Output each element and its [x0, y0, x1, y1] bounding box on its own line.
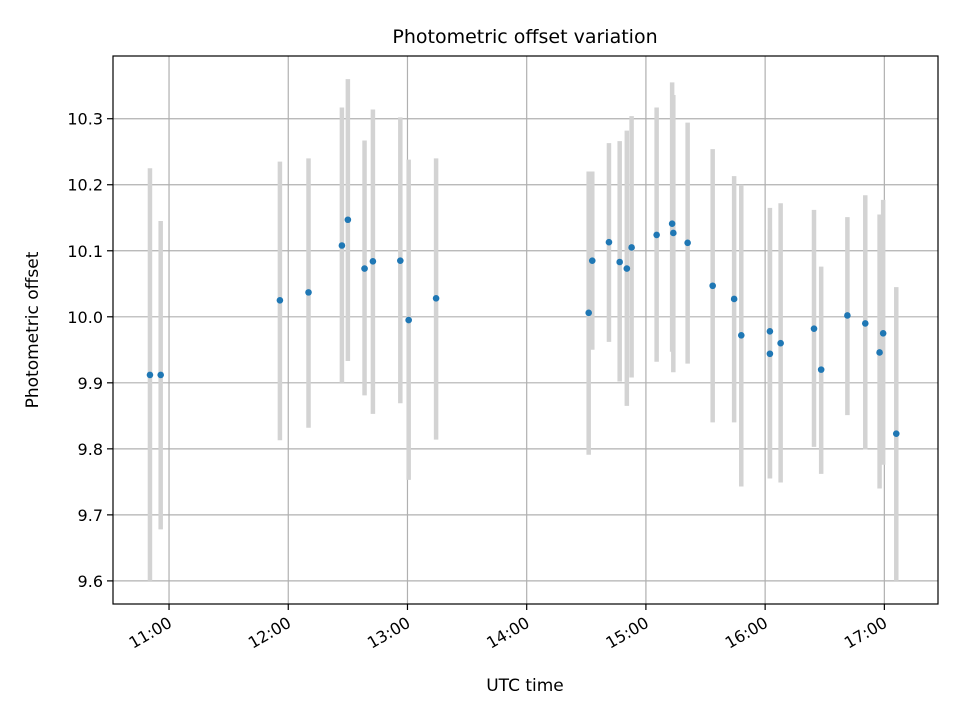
y-tick-label: 10.3 [67, 110, 103, 129]
data-point [157, 371, 164, 379]
data-point [766, 350, 774, 358]
y-axis-title: Photometric offset [23, 251, 43, 408]
y-tick-label: 9.7 [78, 506, 103, 525]
x-axis-title: UTC time [486, 676, 564, 696]
data-point [737, 331, 745, 339]
data-point [684, 239, 691, 247]
data-point [861, 320, 869, 327]
y-tick-label: 10.2 [67, 176, 103, 195]
data-point [844, 312, 851, 319]
data-point [668, 220, 676, 228]
data-point [344, 216, 352, 224]
data-point [628, 244, 635, 251]
chart-title: Photometric offset variation [392, 26, 657, 48]
y-tick-label: 9.6 [78, 572, 103, 591]
data-point [397, 257, 404, 264]
data-point [709, 282, 716, 290]
y-tick-label: 10.1 [67, 242, 103, 261]
data-point [623, 265, 631, 272]
data-point [585, 309, 592, 317]
data-point [876, 349, 883, 356]
y-tick-label: 9.9 [78, 374, 103, 393]
data-point [670, 229, 677, 237]
data-point [405, 316, 412, 324]
data-point [879, 330, 887, 337]
data-point [361, 265, 368, 272]
data-point [338, 242, 346, 249]
y-tick-label: 9.8 [78, 440, 103, 459]
data-point [588, 257, 596, 264]
data-point [810, 325, 818, 332]
data-point [305, 289, 312, 296]
y-tick-label: 10.0 [67, 308, 103, 327]
data-point [777, 339, 784, 347]
data-point [146, 371, 154, 379]
data-point [730, 295, 738, 303]
data-point [892, 430, 900, 437]
data-point [432, 295, 440, 302]
data-point [653, 231, 660, 239]
data-point [369, 258, 377, 265]
data-point [276, 296, 284, 304]
data-points [146, 216, 900, 437]
plot-area-frame [112, 55, 939, 605]
data-point [616, 258, 623, 266]
y-axis: 9.6 9.7 9.8 9.9 10.0 10.1 10.2 10.3 [67, 110, 113, 591]
grid [113, 56, 938, 604]
data-point [605, 238, 613, 246]
data-point [766, 328, 774, 335]
data-point [817, 366, 825, 373]
